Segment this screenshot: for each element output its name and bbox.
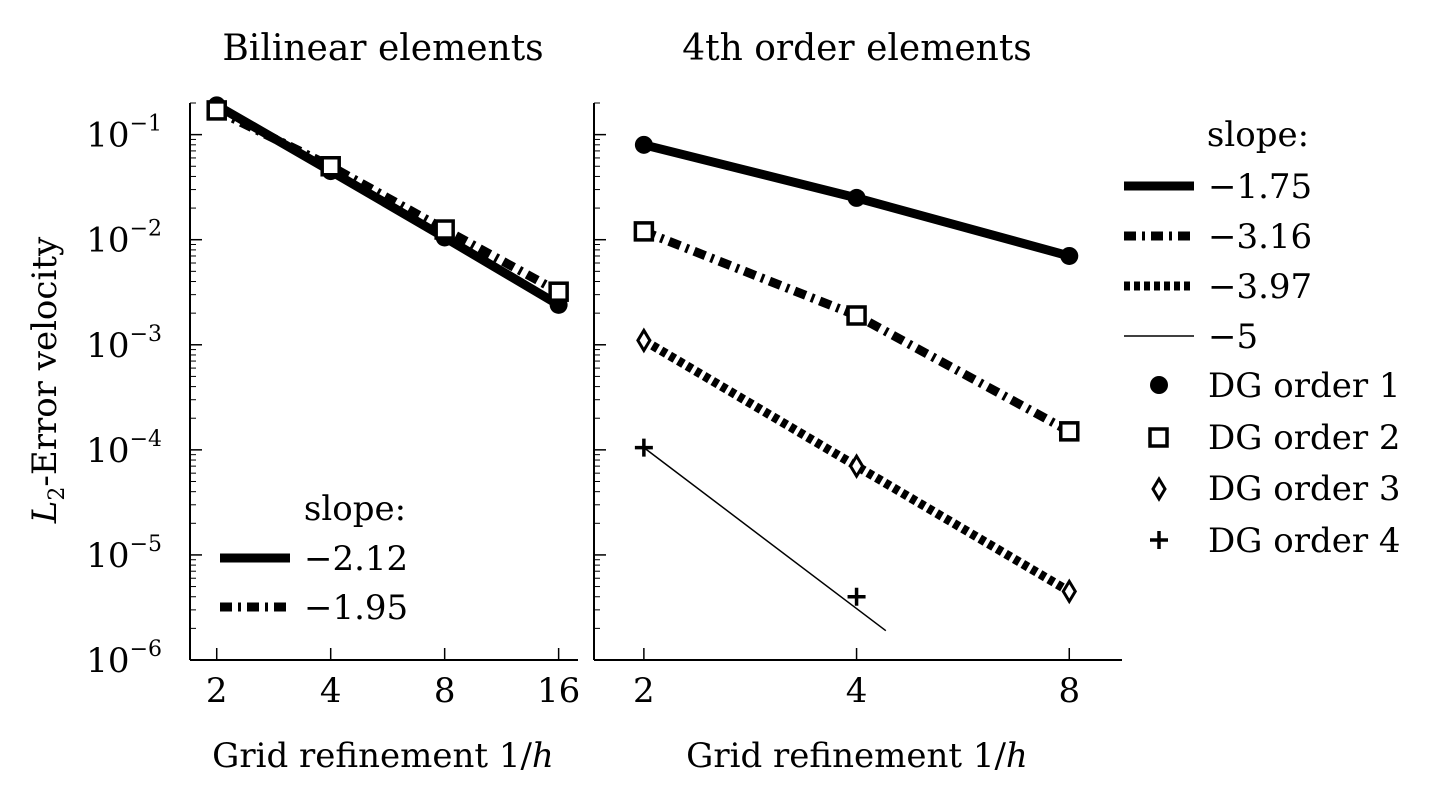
right-legend-marker-label-1: DG order 1 <box>1208 366 1401 406</box>
right-x-axis-label: Grid refinement 1/h <box>686 736 1028 776</box>
left-x-tick-label: 2 <box>206 671 228 711</box>
right-point-2-1 <box>633 221 655 242</box>
right-legend-label-2: −3.16 <box>1208 217 1312 257</box>
left-legend: slope: −2.12 −1.95 <box>220 489 408 628</box>
right-legend-marker-label-2: DG order 2 <box>1208 418 1401 458</box>
right-point-1-3 <box>1060 246 1079 265</box>
left-legend-label-1: −2.12 <box>304 539 408 579</box>
right-point-3-1 <box>636 327 652 354</box>
right-point-4-1 <box>634 438 653 457</box>
right-x-tick-label: 4 <box>846 671 868 711</box>
right-series-line-2 <box>642 227 1072 436</box>
right-chart-title: 4th order elements <box>682 28 1032 69</box>
left-x-tick-label: 16 <box>537 671 580 711</box>
left-y-tick-label: 10−3 <box>86 322 162 366</box>
right-x-tick-label: 8 <box>1058 671 1080 711</box>
right-legend: slope: −1.75 −3.16 −3.97 −5 DG order 1 D… <box>1124 115 1401 561</box>
left-y-tick-label: 10−6 <box>86 637 162 681</box>
left-point-2-2 <box>320 156 341 177</box>
y-axis-label-rest: -Error velocity <box>25 236 65 487</box>
left-x-tick-label: 8 <box>434 671 456 711</box>
right-legend-title: slope: <box>1207 115 1309 155</box>
right-legend-label-1: −1.75 <box>1208 167 1312 207</box>
left-x-axis-label-var: h <box>532 736 554 776</box>
right-reference-line <box>643 447 887 632</box>
legend-square-marker <box>1148 427 1169 448</box>
right-point-1-1 <box>634 135 653 154</box>
right-series-line-3 <box>641 336 1072 596</box>
left-point-2-3 <box>434 219 455 240</box>
right-legend-label-3: −3.97 <box>1208 267 1312 307</box>
right-plot-area: 2 4 8 <box>593 102 1122 711</box>
right-point-3-3 <box>1061 578 1078 605</box>
right-legend-label-4: −5 <box>1208 317 1258 357</box>
right-legend-marker-label-3: DG order 3 <box>1208 469 1401 509</box>
right-point-3-2 <box>848 453 865 480</box>
left-y-tick-label: 10−1 <box>86 112 162 156</box>
left-x-tick-label: 4 <box>320 671 342 711</box>
y-axis-label-sub: 2 <box>45 487 70 501</box>
right-point-1-2 <box>847 188 866 207</box>
left-series-line-2 <box>214 106 561 296</box>
y-axis-label: L2-Error velocity <box>25 236 70 524</box>
left-legend-title: slope: <box>304 489 406 529</box>
legend-diamond-marker <box>1151 476 1167 502</box>
right-x-axis-label-text: Grid refinement 1/ <box>686 736 1006 776</box>
left-y-tick-label: 10−4 <box>86 427 162 471</box>
right-legend-marker-label-4: DG order 4 <box>1208 521 1401 561</box>
left-y-tick-label: 10−5 <box>86 532 162 576</box>
right-x-axis-label-var: h <box>1006 736 1028 776</box>
left-chart-title: Bilinear elements <box>222 28 543 69</box>
legend-plus-marker <box>1150 531 1168 549</box>
legend-circle-marker <box>1150 376 1168 394</box>
right-point-2-2 <box>846 305 867 326</box>
left-x-axis-label: Grid refinement 1/h <box>212 736 554 776</box>
y-axis-label-var: L <box>25 501 65 525</box>
right-point-2-3 <box>1059 421 1080 442</box>
right-point-4-2 <box>847 587 866 606</box>
right-x-tick-label: 2 <box>633 671 655 711</box>
left-plot-area: 10−1 10−2 10−3 10−4 10−5 10−6 2 4 8 16 <box>86 96 580 711</box>
left-legend-label-2: −1.95 <box>304 588 408 628</box>
left-point-2-4 <box>548 281 569 302</box>
left-point-2-1 <box>206 100 227 121</box>
left-y-tick-label: 10−2 <box>86 217 162 261</box>
left-x-axis-label-text: Grid refinement 1/ <box>212 736 532 776</box>
